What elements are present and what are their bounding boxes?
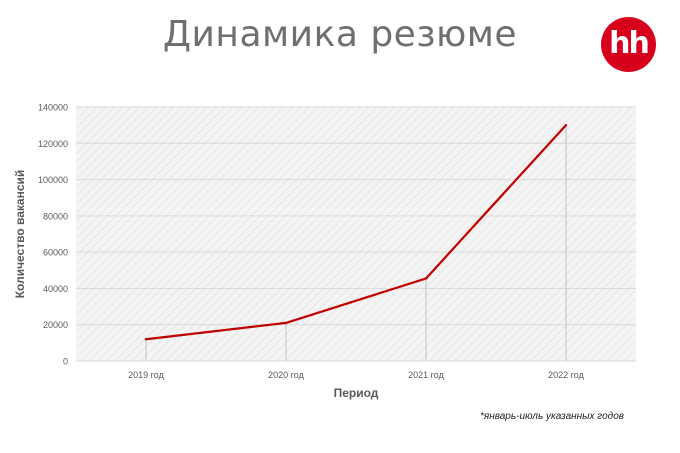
- y-tick-label: 120000: [38, 139, 68, 149]
- y-tick-labels: 0 20000 40000 60000 80000 100000 120000 140000: [38, 103, 68, 367]
- data-point: [424, 277, 428, 280]
- y-axis-label: Количество вакансий: [13, 170, 27, 299]
- grid-lines: [76, 106, 636, 362]
- y-tick-label: 40000: [43, 284, 68, 294]
- y-tick-label: 20000: [43, 320, 68, 330]
- x-tick-label: 2021 год: [408, 370, 444, 380]
- y-tick-label: 100000: [38, 175, 68, 185]
- y-tick-label: 0: [63, 357, 68, 367]
- series: [144, 123, 568, 341]
- x-axis-label: Период: [334, 386, 379, 400]
- chart-title: Динамика резюме: [162, 14, 518, 55]
- y-tick-label: 140000: [38, 103, 68, 113]
- logo-text: hh: [609, 26, 650, 61]
- data-point: [564, 123, 568, 127]
- y-tick-label: 80000: [43, 211, 68, 221]
- data-point: [284, 321, 288, 325]
- x-tick-label: 2020 год: [268, 370, 304, 380]
- x-tick-label: 2019 год: [128, 370, 164, 380]
- drop-lines: [145, 125, 567, 361]
- y-tick-label: 60000: [43, 248, 68, 258]
- data-point: [144, 338, 148, 341]
- footnote: *январь-июль указанных годов: [480, 411, 624, 422]
- series-line: [145, 124, 567, 341]
- plot-area: [76, 107, 636, 361]
- x-tick-labels: 2019 год 2020 год 2021 год 2022 год: [128, 370, 584, 380]
- hh-logo: hh: [601, 17, 656, 72]
- x-tick-label: 2022 год: [548, 370, 584, 380]
